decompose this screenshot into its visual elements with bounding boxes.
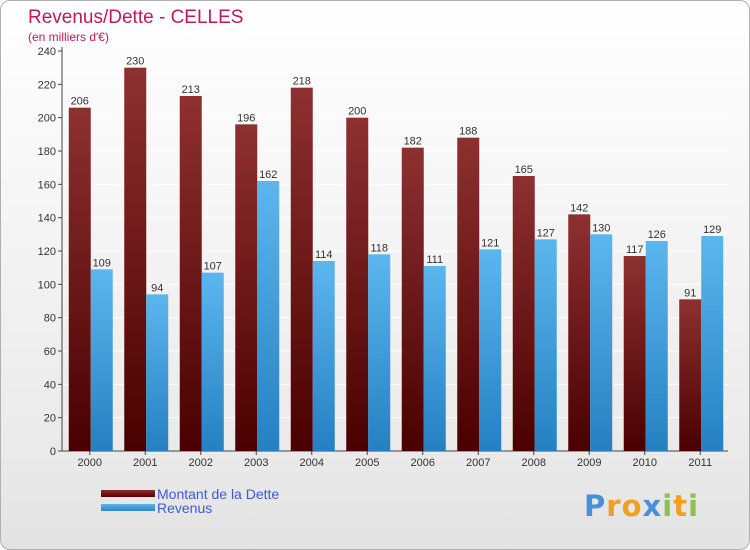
- data-label: 109: [93, 257, 111, 269]
- data-label: 129: [703, 224, 721, 236]
- x-tick-label: 2003: [244, 457, 268, 469]
- data-label: 206: [71, 96, 89, 108]
- data-label: 127: [537, 227, 555, 239]
- x-tick-label: 2006: [411, 457, 435, 469]
- logo-letter: i: [662, 489, 674, 523]
- x-tick-label: 2011: [688, 457, 712, 469]
- data-label: 121: [481, 237, 499, 249]
- x-tick-label: 2007: [466, 457, 490, 469]
- x-tick-label: 2001: [133, 457, 157, 469]
- x-tick-label: 2004: [300, 457, 324, 469]
- logo-letter: i: [688, 489, 700, 523]
- data-label: 200: [348, 106, 366, 118]
- bar-dette-2003: [235, 124, 258, 451]
- bar-revenus-2003: [257, 181, 280, 451]
- data-label: 230: [126, 56, 144, 68]
- y-tick-label: 180: [38, 146, 56, 158]
- data-label: 182: [404, 136, 422, 148]
- bar-revenus-2006: [423, 266, 446, 451]
- bar-dette-2008: [512, 176, 535, 451]
- legend-swatch-dette: [101, 490, 155, 497]
- data-label: 126: [648, 229, 666, 241]
- y-tick-label: 60: [44, 346, 56, 358]
- x-tick-label: 2002: [189, 457, 213, 469]
- chart-title: Revenus/Dette - CELLES: [28, 7, 244, 28]
- x-tick-label: 2000: [78, 457, 102, 469]
- data-label: 162: [259, 169, 277, 181]
- bar-revenus-2011: [701, 236, 724, 451]
- data-label: 213: [182, 84, 200, 96]
- bar-dette-2010: [623, 256, 646, 451]
- data-label: 114: [315, 249, 333, 261]
- y-tick-label: 220: [38, 79, 56, 91]
- logo-letter: o: [621, 489, 643, 523]
- y-tick-label: 80: [44, 313, 56, 325]
- bar-revenus-2002: [201, 272, 224, 451]
- bar-dette-2007: [457, 137, 480, 451]
- data-label: 196: [237, 112, 255, 124]
- data-label: 117: [626, 244, 644, 256]
- x-tick-label: 2008: [522, 457, 546, 469]
- bar-dette-2005: [346, 117, 369, 452]
- chart-subtitle: (en milliers d'€): [28, 30, 109, 44]
- legend-label-dette: Montant de la Dette: [157, 486, 280, 502]
- y-tick-label: 140: [38, 213, 56, 225]
- bar-revenus-2008: [534, 239, 557, 451]
- legend-swatch-revenus: [101, 504, 155, 511]
- y-tick-label: 120: [38, 246, 56, 258]
- data-label: 118: [370, 242, 388, 254]
- data-label: 91: [684, 287, 696, 299]
- bar-dette-2002: [179, 96, 202, 451]
- proxiti-logo: Proxiti: [584, 489, 699, 523]
- x-tick-label: 2010: [633, 457, 657, 469]
- data-label: 165: [515, 164, 533, 176]
- bar-dette-2004: [290, 87, 313, 452]
- bar-revenus-2004: [312, 261, 335, 451]
- bar-dette-2006: [401, 147, 424, 451]
- data-label: 94: [151, 282, 163, 294]
- bar-revenus-2005: [368, 254, 391, 451]
- y-tick-label: 160: [38, 179, 56, 191]
- bar-revenus-2010: [645, 241, 668, 451]
- legend-label-revenus: Revenus: [157, 500, 213, 516]
- bar-dette-2000: [68, 107, 91, 452]
- x-tick-label: 2009: [577, 457, 601, 469]
- bar-revenus-2007: [479, 249, 502, 451]
- data-label: 111: [426, 254, 443, 266]
- x-tick-label: 2005: [355, 457, 379, 469]
- data-label: 218: [293, 76, 311, 88]
- bar-dette-2011: [679, 299, 702, 451]
- y-tick-label: 0: [50, 446, 56, 458]
- y-tick-label: 200: [38, 113, 56, 125]
- logo-letter: r: [606, 489, 622, 523]
- y-tick-label: 240: [38, 46, 56, 58]
- logo-letter: x: [642, 489, 663, 523]
- data-label: 142: [570, 202, 588, 214]
- logo-letter: P: [584, 489, 607, 523]
- y-tick-label: 100: [38, 279, 56, 291]
- bar-revenus-2001: [146, 294, 169, 451]
- bar-dette-2009: [568, 214, 591, 451]
- data-label: 188: [459, 126, 477, 138]
- y-tick-label: 20: [44, 413, 56, 425]
- logo-letter: t: [673, 489, 689, 523]
- y-tick-label: 40: [44, 379, 56, 391]
- bar-dette-2001: [124, 67, 147, 452]
- bar-revenus-2009: [590, 234, 613, 451]
- data-label: 130: [592, 222, 610, 234]
- bar-revenus-2000: [90, 269, 113, 451]
- bar-chart: 0 20 40 60 80 100 120 140 160 180 200 220 240 206 109 2…: [38, 46, 728, 469]
- data-label: 107: [204, 261, 222, 273]
